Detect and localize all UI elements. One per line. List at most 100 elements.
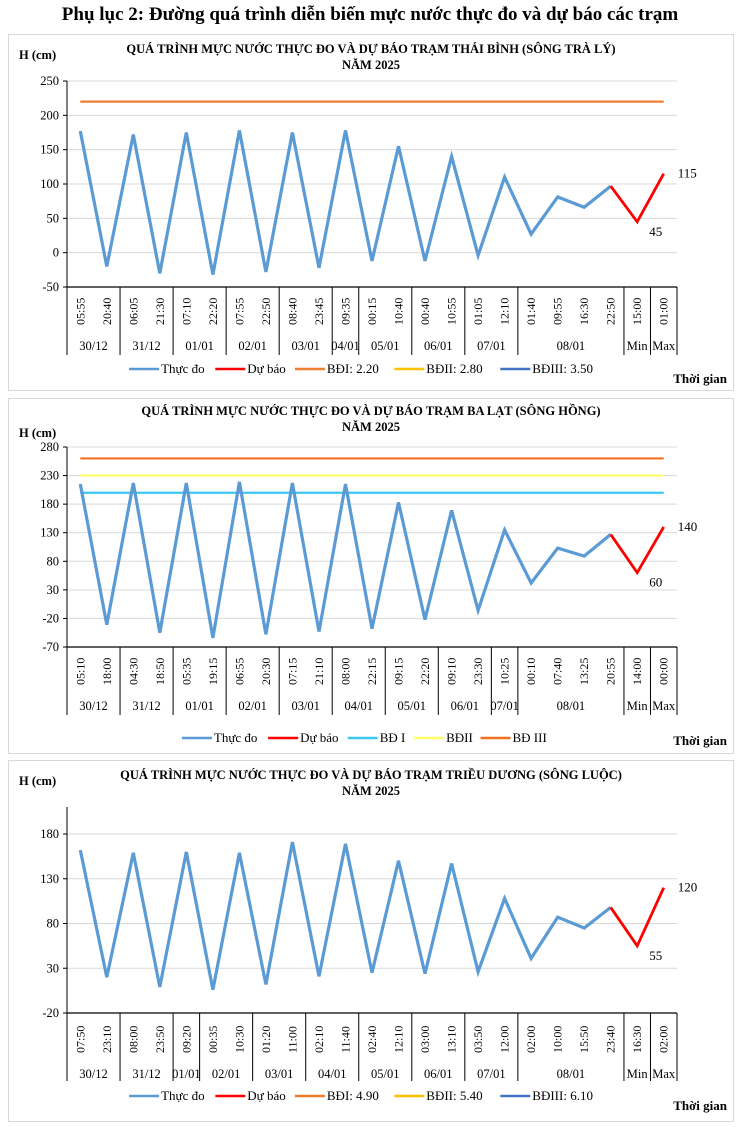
x-tick-label: 12:00 xyxy=(498,1026,512,1053)
x-group-label: 01/01 xyxy=(185,339,213,353)
chart-svg: QUÁ TRÌNH MỰC NƯỚC THỰC ĐO VÀ DỰ BÁO TRẠ… xyxy=(19,767,728,1113)
x-tick-label: 09:20 xyxy=(179,1026,193,1053)
x-tick-label: 01:40 xyxy=(524,298,538,325)
legend-label: BĐII xyxy=(446,730,473,745)
x-group-label: 06/01 xyxy=(424,339,452,353)
y-tick-label: 130 xyxy=(40,872,59,886)
x-tick-label: 18:00 xyxy=(100,658,114,685)
y-tick-label: 0 xyxy=(53,246,59,260)
chart-title: QUÁ TRÌNH MỰC NƯỚC THỰC ĐO VÀ DỰ BÁO TRẠ… xyxy=(126,42,615,56)
x-tick-label: 05:55 xyxy=(73,298,87,325)
x-tick-label: 11:40 xyxy=(338,1026,352,1053)
y-tick-label: 50 xyxy=(47,211,60,225)
legend-label: BĐI: 2.20 xyxy=(327,361,379,376)
x-tick-label: 01:20 xyxy=(259,1026,273,1053)
data-label: 45 xyxy=(649,224,662,239)
legend-label: BĐI: 4.90 xyxy=(327,1088,379,1103)
x-group-label: 05/01 xyxy=(371,1067,399,1081)
x-group-label: 06/01 xyxy=(424,1067,452,1081)
x-tick-label: 23:10 xyxy=(100,1026,114,1053)
x-group-label: 08/01 xyxy=(557,699,585,713)
legend-label: BĐII: 2.80 xyxy=(426,361,482,376)
legend-label: BĐ III xyxy=(513,730,547,745)
x-tick-label: 10:40 xyxy=(392,298,406,325)
x-tick-label: 16:30 xyxy=(630,1026,644,1053)
x-tick-label: 22:50 xyxy=(604,298,618,325)
x-tick-label: 09:15 xyxy=(392,658,406,685)
x-group-label: Min xyxy=(627,1067,649,1081)
x-tick-label: 10:25 xyxy=(498,658,512,685)
data-label: 55 xyxy=(649,948,662,963)
x-group-label: 05/01 xyxy=(371,339,399,353)
x-tick-label: 22:20 xyxy=(418,658,432,685)
chart-thai-binh: QUÁ TRÌNH MỰC NƯỚC THỰC ĐO VÀ DỰ BÁO TRẠ… xyxy=(8,34,734,391)
x-tick-label: 21:30 xyxy=(153,298,167,325)
x-tick-label: 08:00 xyxy=(126,1026,140,1053)
y-tick-label: -50 xyxy=(42,280,59,294)
x-tick-label: 09:55 xyxy=(551,298,565,325)
x-tick-label: 23:50 xyxy=(153,1026,167,1053)
x-tick-label: 12:10 xyxy=(392,1026,406,1053)
x-tick-label: 23:45 xyxy=(312,298,326,325)
legend-label: Thực đo xyxy=(161,1088,205,1103)
x-tick-label: 20:40 xyxy=(100,298,114,325)
chart-subtitle: NĂM 2025 xyxy=(342,784,400,798)
x-tick-label: 16:30 xyxy=(577,298,591,325)
x-tick-label: 02:10 xyxy=(312,1026,326,1053)
legend-label: Dự báo xyxy=(247,1088,285,1103)
x-group-label: 08/01 xyxy=(557,339,585,353)
x-group-label: 06/01 xyxy=(451,699,479,713)
x-group-label: 03/01 xyxy=(291,699,319,713)
y-tick-label: -70 xyxy=(42,640,59,654)
y-tick-label: 130 xyxy=(40,526,59,540)
x-tick-label: 07:50 xyxy=(73,1026,87,1053)
x-tick-label: 13:25 xyxy=(577,658,591,685)
x-tick-label: 02:00 xyxy=(657,1026,671,1053)
x-tick-label: 03:00 xyxy=(418,1026,432,1053)
x-tick-label: 10:55 xyxy=(445,298,459,325)
legend-label: BĐII: 5.40 xyxy=(426,1088,482,1103)
x-axis-label: Thời gian xyxy=(673,733,728,748)
x-tick-label: 07:55 xyxy=(232,298,246,325)
chart-trieu-duong: QUÁ TRÌNH MỰC NƯỚC THỰC ĐO VÀ DỰ BÁO TRẠ… xyxy=(8,760,734,1122)
y-tick-label: -20 xyxy=(42,1006,59,1020)
x-tick-label: 14:00 xyxy=(630,658,644,685)
y-tick-label: 80 xyxy=(47,554,60,568)
y-tick-label: 180 xyxy=(40,827,59,841)
x-tick-label: 02:00 xyxy=(524,1026,538,1053)
x-tick-label: 07:15 xyxy=(285,658,299,685)
x-tick-label: 22:50 xyxy=(259,298,273,325)
x-tick-label: 22:20 xyxy=(206,298,220,325)
x-tick-label: 13:10 xyxy=(445,1026,459,1053)
legend-label: Thực đo xyxy=(214,730,258,745)
x-tick-label: 10:00 xyxy=(551,1026,565,1053)
y-tick-label: 230 xyxy=(40,469,59,483)
x-group-label: 02/01 xyxy=(238,699,266,713)
x-axis-label: Thời gian xyxy=(673,371,728,386)
x-group-label: 01/01 xyxy=(172,1067,200,1081)
x-tick-label: 06:55 xyxy=(232,658,246,685)
x-tick-label: 07:40 xyxy=(551,658,565,685)
y-axis-label: H (cm) xyxy=(19,774,56,788)
chart-subtitle: NĂM 2025 xyxy=(342,420,400,434)
x-tick-label: 05:35 xyxy=(179,658,193,685)
x-group-label: 30/12 xyxy=(79,339,107,353)
x-group-label: 04/01 xyxy=(318,1067,346,1081)
legend-label: BĐIII: 3.50 xyxy=(532,361,593,376)
x-tick-label: 21:10 xyxy=(312,658,326,685)
x-tick-label: 11:00 xyxy=(285,1026,299,1053)
x-tick-label: 00:40 xyxy=(418,298,432,325)
x-tick-label: 00:15 xyxy=(365,298,379,325)
x-group-label: 07/01 xyxy=(477,339,505,353)
y-tick-label: 30 xyxy=(47,961,60,975)
y-tick-label: 100 xyxy=(40,177,59,191)
chart-svg: QUÁ TRÌNH MỰC NƯỚC THỰC ĐO VÀ DỰ BÁO TRẠ… xyxy=(19,403,728,748)
x-group-label: 31/12 xyxy=(132,1067,160,1081)
y-tick-label: 180 xyxy=(40,497,59,511)
series-line-forecast xyxy=(609,173,665,225)
data-label: 115 xyxy=(678,166,697,181)
x-group-label: 04/01 xyxy=(344,699,372,713)
x-tick-label: 08:40 xyxy=(285,298,299,325)
y-tick-label: 30 xyxy=(47,583,60,597)
page-title: Phụ lục 2: Đường quá trình diễn biến mực… xyxy=(61,4,679,25)
